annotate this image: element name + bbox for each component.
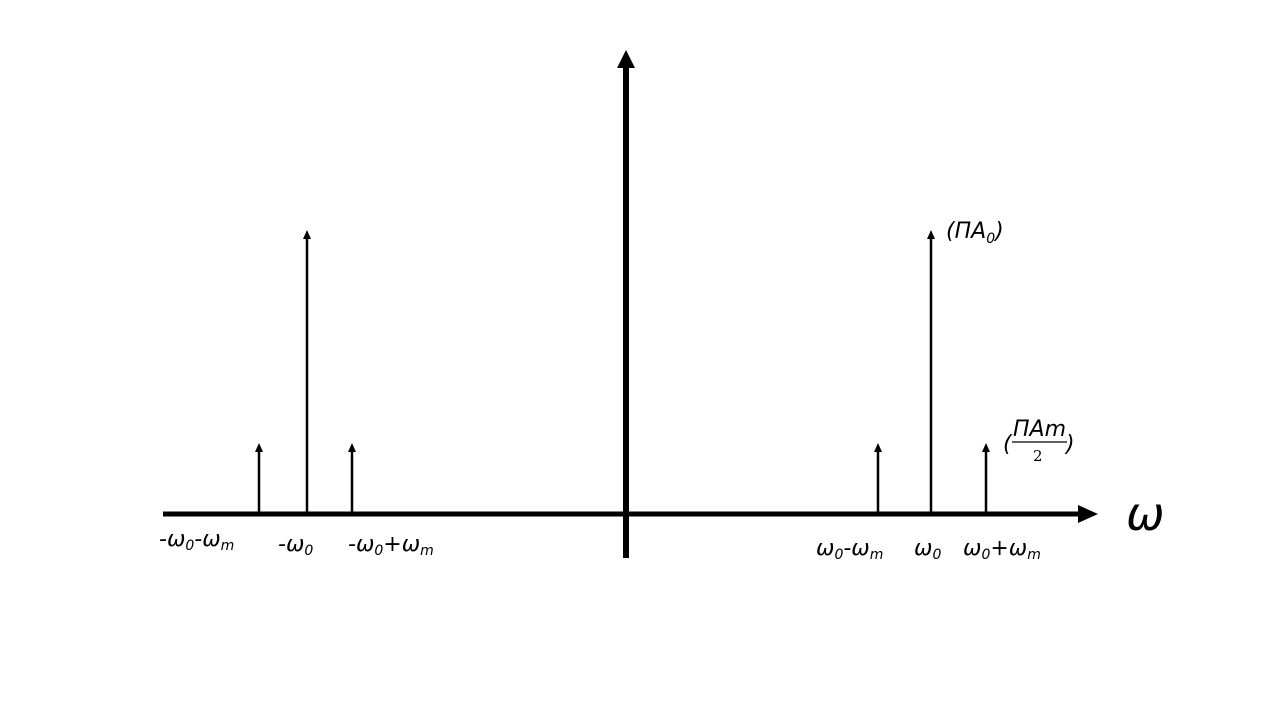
impulse-pos-carrier (927, 230, 935, 514)
tick-label-pos-upper-sideband: ω0+ωm (963, 536, 1041, 563)
impulse-neg-upper-sideband (348, 443, 356, 514)
carrier-amplitude-label: (ΠA0) (946, 219, 1004, 247)
tick-label-neg-carrier: -ω0 (278, 532, 313, 559)
tick-label-pos-carrier: ω0 (914, 536, 941, 563)
frequency-axis (163, 505, 1098, 523)
impulse-pos-upper-sideband (982, 443, 990, 514)
impulse-neg-lower-sideband (255, 443, 263, 514)
sideband-amplitude-label: ( ΠAm 2 ) (1003, 417, 1075, 465)
tick-label-neg-upper-sideband: -ω0+ωm (348, 532, 434, 559)
impulse-pos-lower-sideband (874, 443, 882, 514)
fraction-numerator: ΠAm (1013, 417, 1066, 442)
impulse-neg-carrier (303, 230, 311, 514)
fraction-denominator: 2 (1033, 447, 1043, 465)
amplitude-axis (617, 50, 635, 558)
tick-label-pos-lower-sideband: ω0-ωm (816, 536, 883, 563)
axis-symbol-omega: ω (1126, 487, 1165, 541)
svg-text:): ) (1064, 432, 1075, 457)
svg-text:(: ( (1003, 432, 1013, 457)
tick-label-neg-lower-sideband: -ω0-ωm (159, 527, 234, 554)
